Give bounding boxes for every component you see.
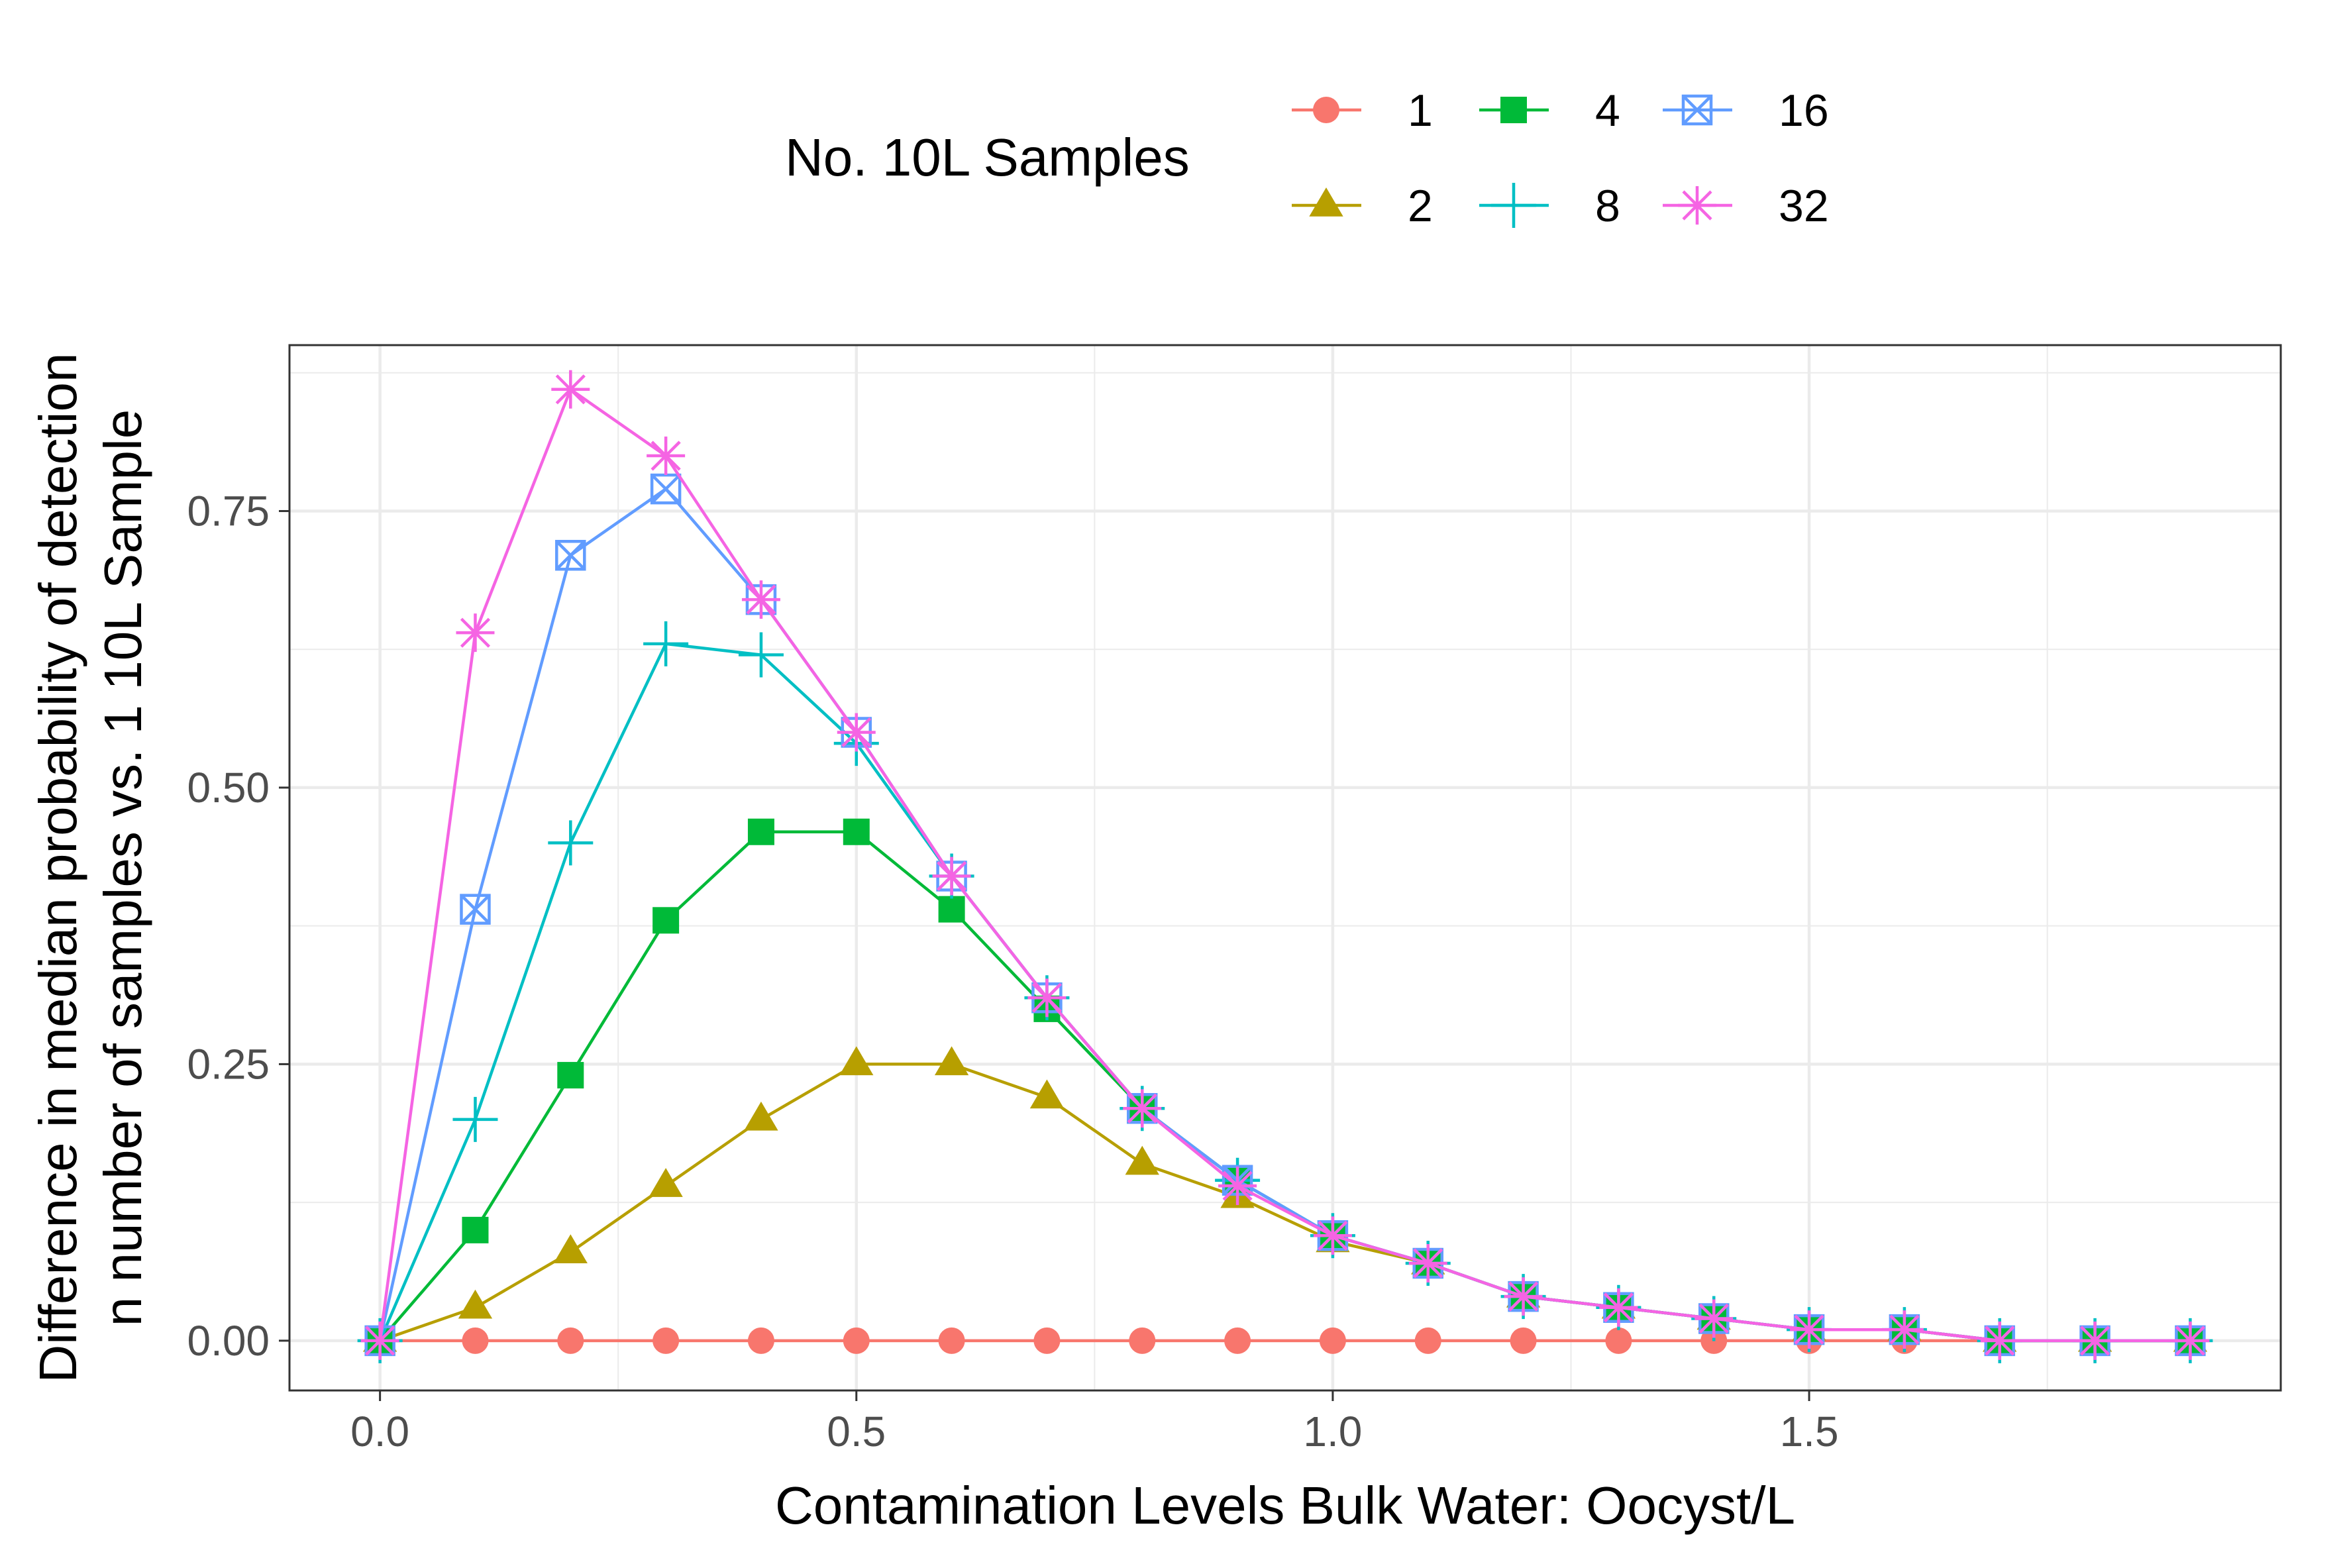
series-1-point [462, 1327, 489, 1354]
series-8-point [548, 820, 594, 866]
legend-key-marker [1309, 187, 1343, 217]
series-2-point [553, 1234, 588, 1264]
series-1-point [843, 1327, 870, 1354]
series-2-point [744, 1101, 778, 1131]
legend-label: 1 [1408, 85, 1433, 136]
series-2-point [934, 1046, 969, 1076]
legend: No. 10L Samples 1 2 4 8 16 32 [785, 85, 1829, 231]
series-8-point [643, 621, 689, 666]
series-32-point [551, 370, 590, 409]
series-1-point [938, 1327, 965, 1354]
series-16-point [650, 473, 682, 505]
series-1-point [1605, 1327, 1632, 1354]
series-2-point [1125, 1145, 1159, 1175]
series-32-point [1790, 1310, 1829, 1349]
series-32-point [2075, 1321, 2114, 1360]
series-4-point [557, 1062, 584, 1089]
series-32 [360, 370, 2210, 1360]
series-8-point [738, 632, 784, 678]
legend-title: No. 10L Samples [785, 128, 1190, 187]
series-4-point [652, 907, 680, 934]
series-32-point [1218, 1167, 1257, 1206]
series-1-point [1319, 1327, 1346, 1354]
series-2-point [1029, 1079, 1065, 1109]
series-layer [357, 370, 2213, 1363]
series-32-point [456, 613, 495, 653]
legend-label: 32 [1779, 181, 1829, 231]
legend-item-32: 32 [1663, 181, 1829, 231]
series-2-point [458, 1289, 493, 1319]
series-32-point [1123, 1089, 1162, 1128]
x-tick-label: 0.5 [827, 1408, 886, 1455]
y-tick-label: 0.50 [187, 764, 270, 811]
series-32-point [1027, 978, 1067, 1018]
series-1-point [1224, 1327, 1251, 1354]
series-32-point [2171, 1321, 2210, 1360]
series-16-point [460, 894, 491, 925]
series-2-point [839, 1046, 874, 1076]
y-tick-label: 0.25 [187, 1040, 270, 1088]
series-32-point [837, 713, 876, 752]
series-4-point [938, 896, 965, 923]
legend-label: 16 [1779, 85, 1829, 136]
x-tick-label: 1.5 [1780, 1408, 1839, 1455]
series-32-point [1980, 1321, 2019, 1360]
legend-item-16: 16 [1663, 85, 1829, 136]
series-32-point [647, 436, 686, 475]
series-32-point [1695, 1299, 1734, 1338]
legend-key-marker [1681, 94, 1713, 126]
series-8-point [452, 1096, 498, 1142]
y-axis-title-line-2: n number of samples vs. 1 10L Sample [93, 409, 152, 1326]
series-32-point [1885, 1310, 1924, 1349]
legend-label: 2 [1408, 181, 1433, 231]
legend-label: 8 [1595, 181, 1620, 231]
legend-item-1: 1 [1292, 85, 1433, 136]
series-32-point [1504, 1277, 1543, 1316]
series-16-point [555, 540, 586, 571]
series-32-point [932, 857, 971, 896]
legend-key-marker [1491, 183, 1536, 228]
series-32-point [741, 580, 780, 619]
series-32-point [1408, 1243, 1447, 1282]
series-1-point [747, 1327, 774, 1354]
legend-item-8: 8 [1479, 181, 1620, 231]
series-4-point [843, 818, 870, 845]
y-tick-label: 0.00 [187, 1317, 270, 1365]
legend-key-marker [1313, 97, 1339, 123]
x-tick-label: 1.0 [1303, 1408, 1362, 1455]
legend-key-marker [1500, 97, 1527, 123]
legend-key-marker [1678, 186, 1716, 225]
series-1-point [652, 1327, 680, 1354]
series-32-point [360, 1321, 399, 1360]
plot-panel-border [288, 344, 2282, 1392]
x-axis-title: Contamination Levels Bulk Water: Oocyst/… [775, 1476, 1795, 1535]
series-2-point [649, 1168, 683, 1197]
series-4-point [462, 1216, 489, 1243]
minor-gridlines [289, 345, 2281, 1390]
y-axis-title-line-1: Difference in median probability of dete… [28, 353, 87, 1383]
series-1-point [1033, 1327, 1061, 1354]
series-32-point [1599, 1288, 1638, 1327]
series-4-point [747, 818, 774, 845]
y-tick-label: 0.75 [187, 487, 270, 535]
series-32-point [1313, 1216, 1352, 1255]
legend-item-2: 2 [1292, 181, 1433, 231]
x-tick-label: 0.0 [350, 1408, 409, 1455]
series-1-point [557, 1327, 584, 1354]
series-1-point [1414, 1327, 1441, 1354]
x-axis: 0.0 0.5 1.0 1.5 [350, 1390, 1839, 1455]
series-1-point [1510, 1327, 1537, 1354]
legend-label: 4 [1595, 85, 1620, 136]
legend-item-4: 4 [1479, 85, 1620, 136]
y-axis: 0.00 0.25 0.50 0.75 [187, 487, 289, 1365]
series-1-point [1129, 1327, 1156, 1354]
